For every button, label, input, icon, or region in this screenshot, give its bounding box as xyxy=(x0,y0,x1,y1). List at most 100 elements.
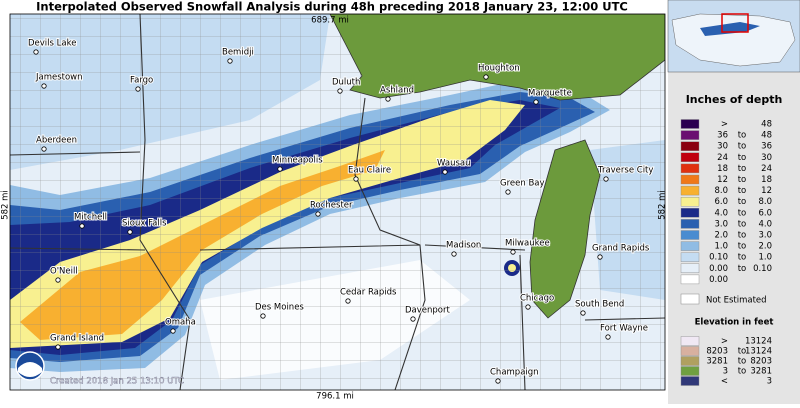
legend-swatch xyxy=(680,346,700,356)
map-frame xyxy=(9,13,666,391)
legend-swatch xyxy=(680,119,700,129)
legend-swatch xyxy=(680,163,700,174)
legend-swatch xyxy=(680,174,700,185)
left-distance: 582 mi xyxy=(1,190,11,220)
legend-high: 8.0 xyxy=(758,197,772,207)
legend-low: 0.00 xyxy=(709,264,728,274)
legend-high: 8203 xyxy=(750,357,772,367)
legend-to: to xyxy=(738,367,747,377)
city-label: Marquette xyxy=(528,89,572,99)
legend-swatch xyxy=(680,263,700,273)
not-estimated-swatch xyxy=(680,293,700,305)
depth-legend-title: Inches of depth xyxy=(686,93,783,106)
city-label: Minneapolis xyxy=(272,156,323,166)
city-label: Bemidji xyxy=(222,48,254,58)
city-label: Davenport xyxy=(405,306,450,316)
city-marker xyxy=(525,304,531,310)
legend-high: 18 xyxy=(761,175,772,185)
legend-high: 48 xyxy=(761,120,772,130)
legend-swatch xyxy=(680,185,700,196)
city-marker xyxy=(495,378,501,384)
legend-to: to xyxy=(738,153,747,163)
legend-low: 8.0 xyxy=(714,186,728,196)
title: Interpolated Observed Snowfall Analysis … xyxy=(36,0,628,14)
legend-to: to xyxy=(738,253,747,263)
city-label: Grand Island xyxy=(50,334,104,344)
city-label: Mitchell xyxy=(74,213,107,223)
city-marker xyxy=(55,344,61,350)
legend-to: to xyxy=(738,264,747,274)
not-estimated-label: Not Estimated xyxy=(706,296,767,306)
city-label: Traverse City xyxy=(597,166,653,176)
legend-swatch xyxy=(680,141,700,151)
legend-swatch xyxy=(680,208,700,218)
city-label: Devils Lake xyxy=(28,39,76,49)
city-marker xyxy=(442,169,448,175)
top-distance: 689.7 mi xyxy=(311,16,349,26)
legend-high: 30 xyxy=(761,153,772,163)
legend-low: 3.0 xyxy=(714,219,728,229)
city-label: Green Bay xyxy=(500,179,545,189)
legend-swatch xyxy=(680,366,700,376)
city-label: Chicago xyxy=(520,294,554,304)
lake-michigan xyxy=(529,139,601,319)
legend-to: to xyxy=(738,142,747,152)
legend-low: 8203 xyxy=(706,347,728,357)
city-label: O'Neill xyxy=(50,267,78,277)
city-label: Omaha xyxy=(165,318,196,328)
legend-swatch xyxy=(680,252,700,262)
city-marker xyxy=(597,254,603,260)
city-marker xyxy=(277,166,283,172)
legend-high: 13124 xyxy=(745,347,772,357)
legend-high: 3.0 xyxy=(758,231,772,241)
legend-swatch xyxy=(680,274,700,285)
legend-swatch xyxy=(680,230,700,240)
city-marker xyxy=(580,310,586,316)
legend-swatch xyxy=(680,376,700,386)
legend-high: 6.0 xyxy=(758,208,772,218)
city-label: Madison xyxy=(446,241,481,251)
legend-swatch xyxy=(680,219,700,229)
city-marker xyxy=(451,251,457,257)
legend-to: to xyxy=(738,175,747,185)
city-marker xyxy=(79,223,85,229)
inset-box xyxy=(721,13,749,33)
city-label: Rochester xyxy=(310,201,353,211)
city-marker xyxy=(345,298,351,304)
legend-high: 13124 xyxy=(745,337,772,347)
city-label: Champaign xyxy=(490,368,539,378)
city-label: Aberdeen xyxy=(36,136,77,146)
legend-swatch xyxy=(680,356,700,366)
legend-high: 0.10 xyxy=(753,264,772,274)
legend-high: 3 xyxy=(767,377,772,387)
city-marker xyxy=(55,277,61,283)
legend-low: < xyxy=(721,377,728,387)
legend-to: to xyxy=(738,347,747,357)
inset-snow xyxy=(700,22,760,36)
city-marker xyxy=(605,334,611,340)
legend-high: 4.0 xyxy=(758,219,772,229)
legend-to: to xyxy=(738,186,747,196)
legend-to: to xyxy=(738,208,747,218)
city-label: Milwaukee xyxy=(505,239,550,249)
legend-high: 36 xyxy=(761,142,772,152)
lake-superior xyxy=(329,14,665,101)
city-marker xyxy=(135,86,141,92)
city-marker xyxy=(533,99,539,105)
city-label: Des Moines xyxy=(255,303,304,313)
city-marker xyxy=(410,316,416,322)
legend-high: 3281 xyxy=(750,367,772,377)
city-marker xyxy=(127,229,133,235)
legend-low: 36 xyxy=(717,131,728,141)
noaa-logo xyxy=(15,351,45,381)
legend-low: 6.0 xyxy=(714,197,728,207)
city-marker xyxy=(260,313,266,319)
legend-low: 12 xyxy=(717,175,728,185)
legend-swatch xyxy=(680,241,700,251)
legend-low: 24 xyxy=(717,153,728,163)
legend-high: 2.0 xyxy=(758,242,772,252)
city-marker xyxy=(41,83,47,89)
legend-swatch xyxy=(680,336,700,346)
